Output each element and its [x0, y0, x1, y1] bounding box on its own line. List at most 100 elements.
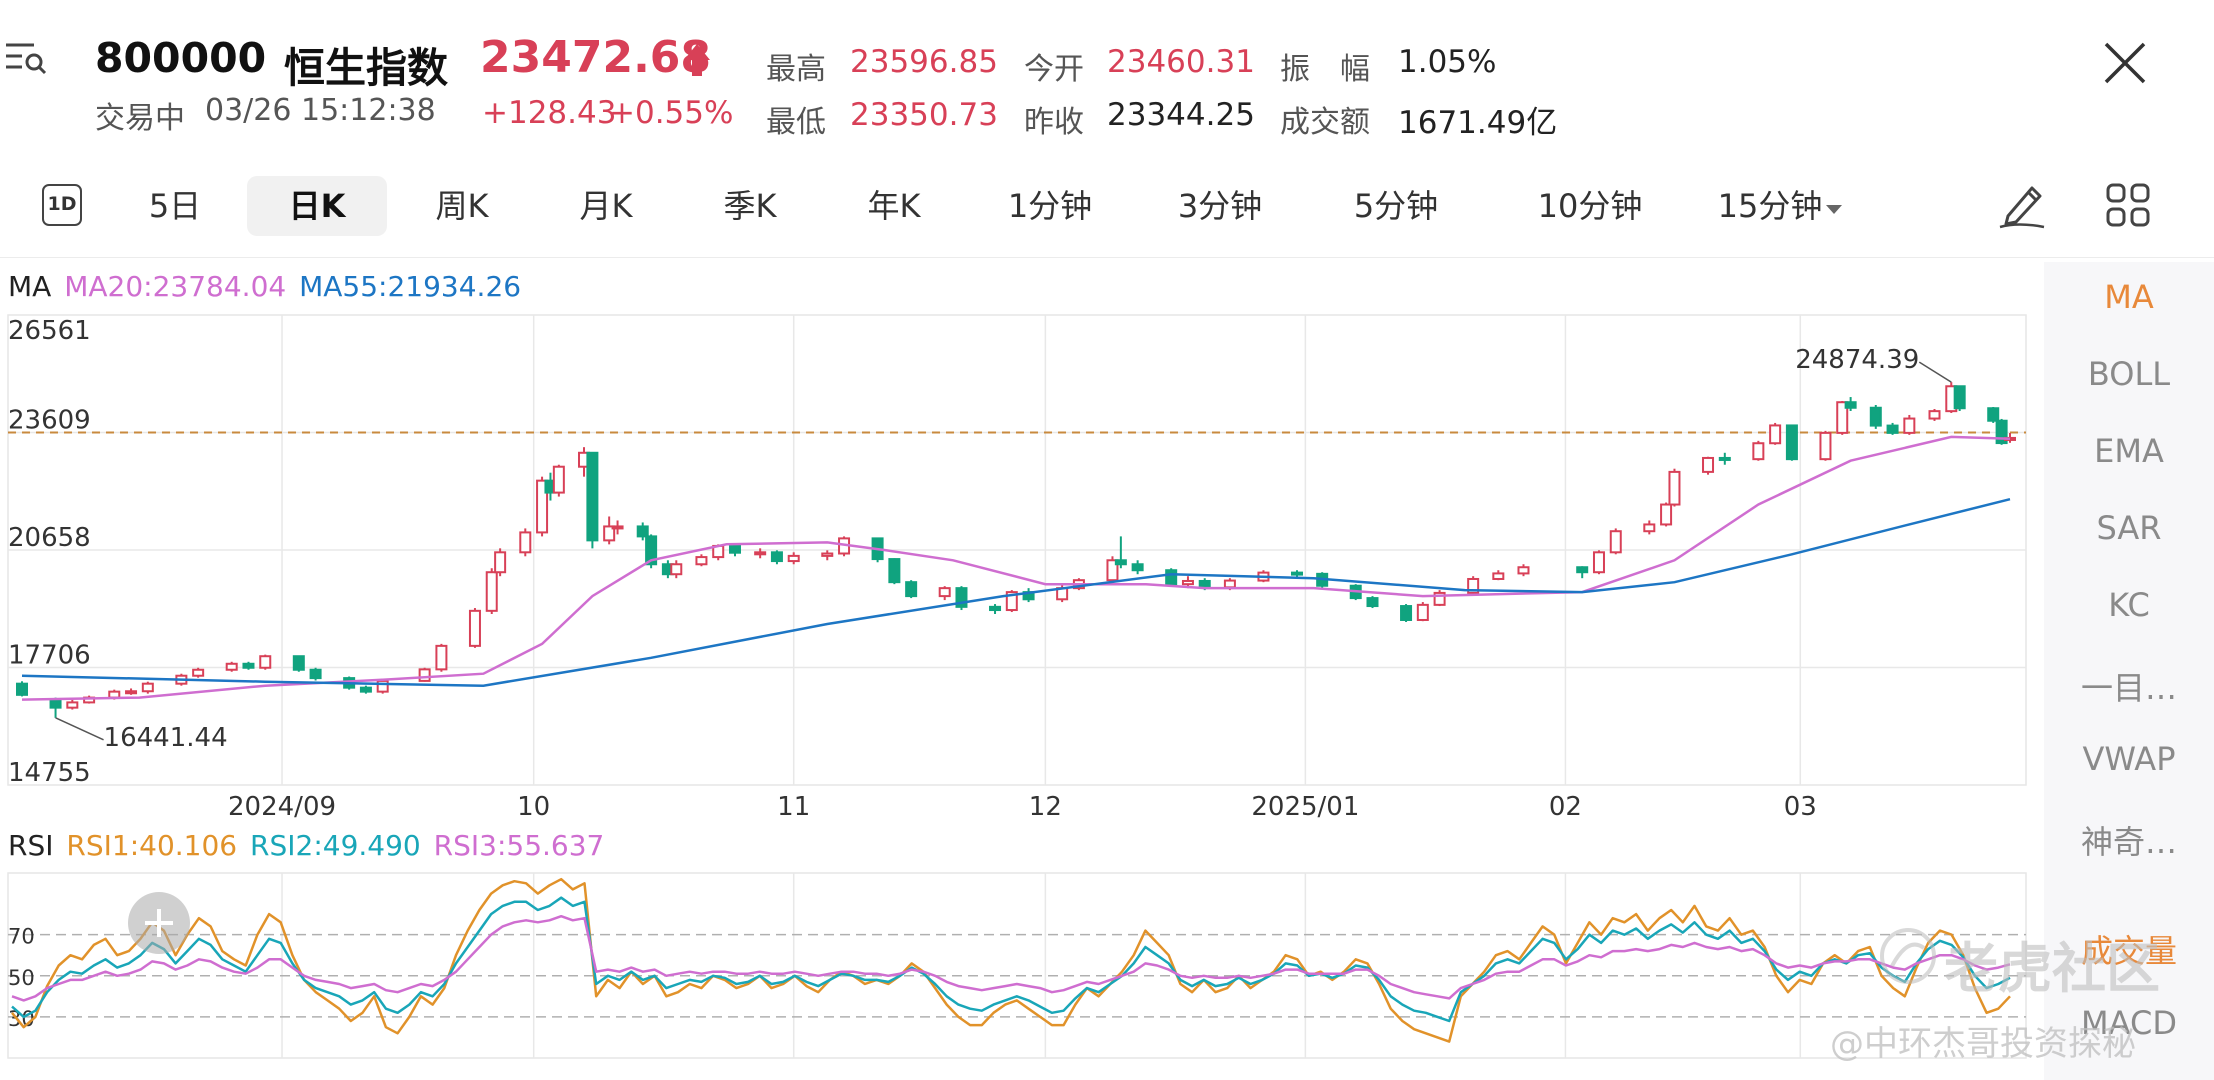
indicator-ma[interactable]: MA: [2104, 278, 2154, 316]
candle-body: [1005, 591, 1018, 612]
price-y-tick-label: 23609: [8, 406, 91, 436]
x-tick-label: 2024/09: [228, 792, 336, 822]
candle-body: [1416, 603, 1429, 621]
candle-body: [1366, 597, 1379, 608]
candle-body: [1660, 503, 1673, 526]
candle-body: [787, 554, 800, 563]
trade-datetime: 03/26 15:12:38: [205, 93, 436, 128]
tab-monthly-k[interactable]: 月K: [579, 187, 633, 225]
rsi2-legend: RSI2:49.490: [250, 829, 421, 862]
candle-body: [1995, 419, 2008, 445]
candle-body: [418, 668, 431, 682]
candle-body: [1769, 424, 1782, 445]
candle-body: [292, 655, 305, 671]
candle-body: [586, 451, 599, 542]
rsi-y-tick-label: 70: [8, 925, 35, 949]
indicator-boll[interactable]: BOLL: [2087, 355, 2171, 393]
menu-search-icon[interactable]: [4, 40, 48, 76]
candle-body: [435, 644, 448, 671]
candle-body: [1844, 401, 1857, 409]
candle-body: [1928, 410, 1941, 420]
candle-body: [519, 531, 532, 554]
rsi-line-rsi2: [11, 896, 2011, 1023]
price-up-arrow-icon: [682, 42, 712, 78]
indicator-volume[interactable]: 成交量: [2080, 932, 2177, 970]
grid-layout-icon[interactable]: [2106, 183, 2150, 227]
candle-body: [728, 544, 741, 554]
candle-body: [1198, 579, 1211, 589]
indicator-ema[interactable]: EMA: [2094, 432, 2164, 470]
tab-15min[interactable]: 15分钟: [1717, 187, 1823, 225]
indicator-vwap[interactable]: VWAP: [2082, 740, 2176, 778]
candle-body: [192, 668, 205, 677]
tab-yearly-k[interactable]: 年K: [867, 187, 921, 225]
x-tick-label: 11: [777, 792, 810, 822]
tab-5d[interactable]: 5日: [148, 187, 202, 225]
x-tick-label: 03: [1784, 792, 1817, 822]
candle-body: [1433, 591, 1446, 606]
indicator-magic[interactable]: 神奇…: [2080, 823, 2177, 861]
candle-body: [1467, 577, 1480, 594]
indicator-ichimoku[interactable]: 一目…: [2080, 669, 2177, 707]
candle-body: [955, 587, 968, 608]
indicator-macd[interactable]: MACD: [2081, 1004, 2177, 1042]
ma-line-ma55: [21, 497, 2011, 687]
candle-body: [1953, 385, 1966, 410]
dropdown-caret-icon[interactable]: [1826, 200, 1842, 214]
tab-quarterly-k[interactable]: 季K: [723, 187, 777, 225]
price-change: +128.43: [482, 95, 617, 131]
close-icon[interactable]: [2102, 40, 2148, 86]
ma20-legend: MA20:23784.04: [64, 270, 287, 303]
rsi3-legend: RSI3:55.637: [433, 829, 605, 862]
ma-line-ma20: [21, 435, 2011, 701]
candle-body: [1987, 407, 2000, 422]
period-1d-label: 1D: [47, 193, 77, 215]
candle-body: [16, 682, 28, 696]
candle-body: [821, 552, 834, 557]
candle-body: [494, 551, 507, 574]
candle-body: [1492, 572, 1505, 580]
candle-body: [1609, 530, 1622, 554]
candle-body: [536, 479, 549, 534]
x-tick-label: 10: [517, 792, 550, 822]
candle-body: [1181, 579, 1194, 586]
stock-name: 恒生指数: [284, 44, 448, 92]
tab-10min[interactable]: 10分钟: [1537, 187, 1643, 225]
stat-low-label: 最低: [766, 105, 826, 140]
x-tick-label: 02: [1549, 792, 1582, 822]
tabs-divider: [0, 257, 2214, 258]
rsi-legend-title: RSI: [8, 829, 54, 862]
tab-3min[interactable]: 3分钟: [1177, 187, 1263, 225]
stat-high-value: 23596.85: [850, 44, 998, 80]
tab-5min[interactable]: 5分钟: [1353, 187, 1439, 225]
candle-body: [770, 551, 783, 563]
candle-body: [66, 701, 79, 709]
stat-prev-close-value: 23344.25: [1107, 97, 1255, 133]
candle-body: [1114, 559, 1127, 566]
extreme-price-label: 16441.44: [104, 723, 228, 753]
candle-body: [1106, 559, 1119, 582]
annotation-leader-line: [55, 717, 104, 741]
candle-body: [989, 605, 1002, 612]
candle-body: [1886, 424, 1899, 434]
rsi-y-tick-label: 50: [8, 966, 35, 990]
tab-1min[interactable]: 1分钟: [1007, 187, 1093, 225]
ma-legend-title: MA: [8, 270, 52, 303]
tab-daily-k[interactable]: 日K: [247, 176, 387, 236]
rsi-line-rsi1: [11, 877, 2011, 1043]
period-1d-icon[interactable]: 1D: [42, 184, 82, 226]
candle-body: [225, 662, 238, 671]
watermark-logo-text: 老虎社区: [1944, 937, 2160, 1000]
last-price: 23472.68: [480, 32, 712, 83]
price-y-tick-label: 20658: [8, 523, 91, 553]
indicator-kc[interactable]: KC: [2108, 586, 2150, 624]
tab-weekly-k[interactable]: 周K: [435, 187, 489, 225]
candle-body: [636, 525, 649, 538]
candle-body: [1702, 456, 1715, 473]
draw-pen-icon[interactable]: [1998, 180, 2046, 230]
stat-low-value: 23350.73: [850, 97, 998, 133]
candle-body: [1291, 571, 1304, 576]
add-indicator-icon[interactable]: [128, 892, 190, 954]
indicator-sar[interactable]: SAR: [2096, 509, 2162, 547]
